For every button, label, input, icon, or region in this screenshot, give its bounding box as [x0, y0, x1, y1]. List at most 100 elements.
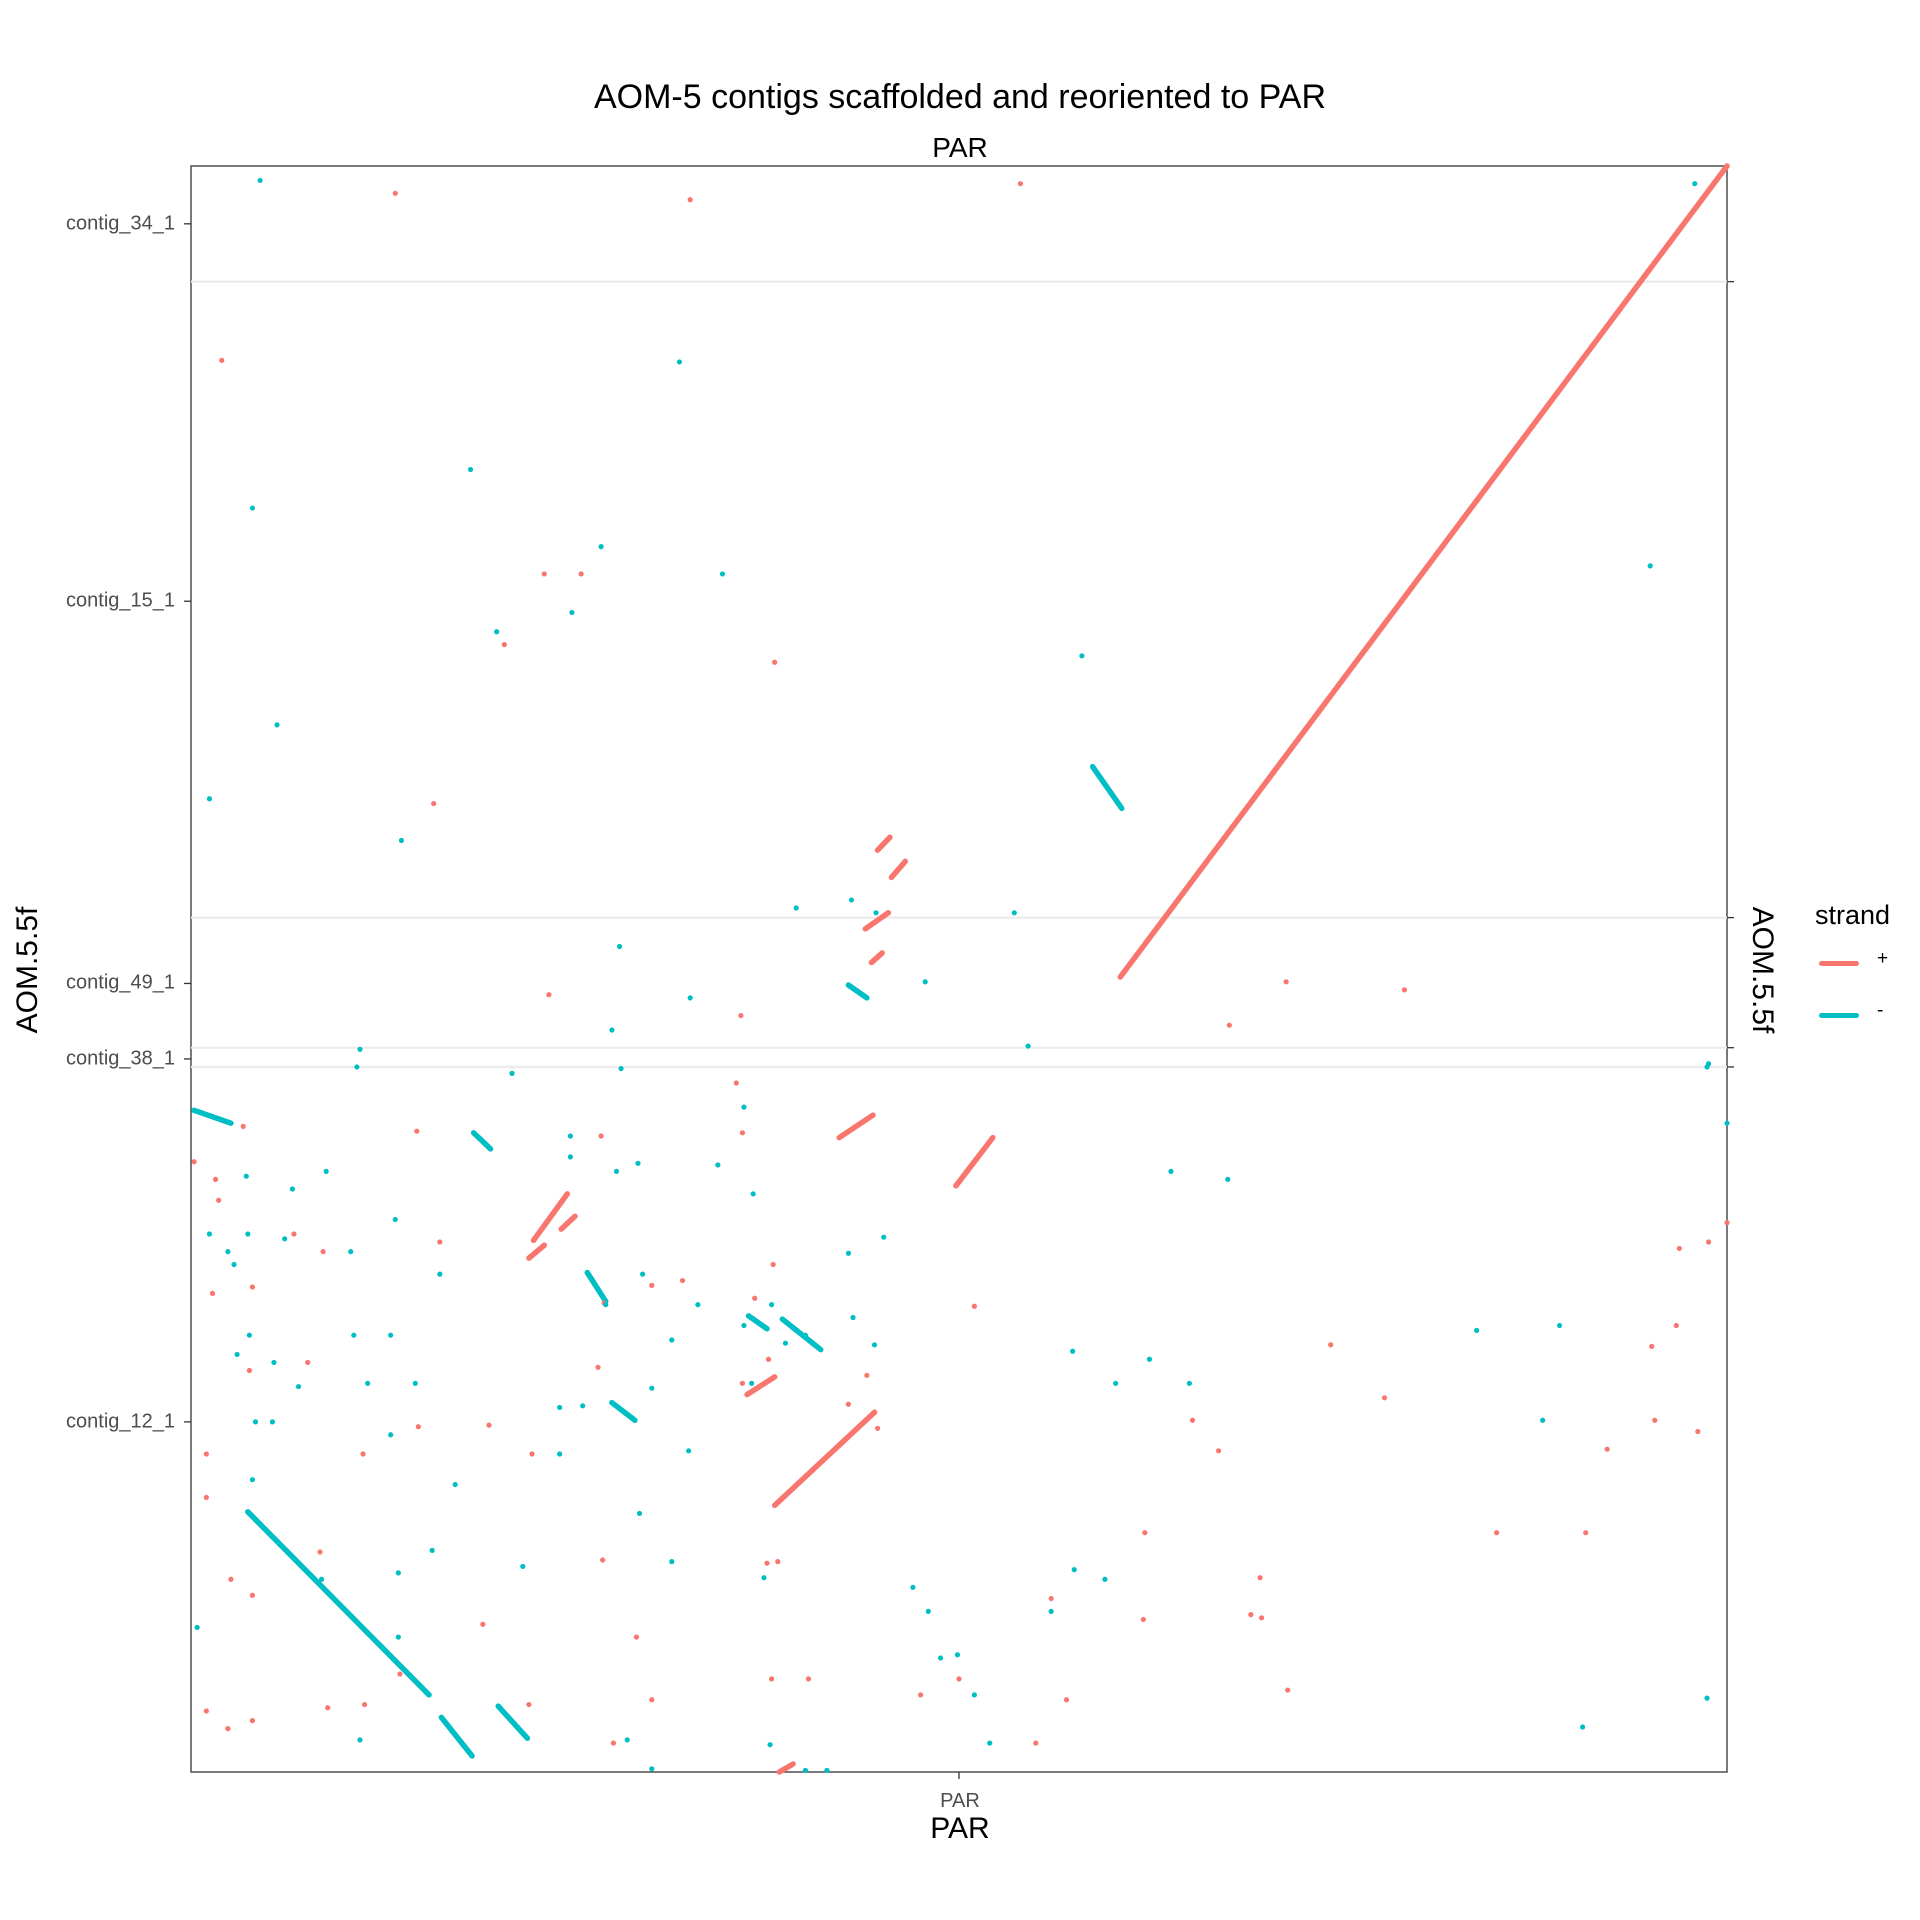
alignment-point: [360, 1451, 366, 1457]
alignment-segment: [744, 1374, 778, 1398]
alignment-point: [769, 1302, 775, 1308]
alignment-point: [289, 1186, 295, 1192]
alignment-point: [194, 1624, 200, 1631]
alignment-segment: [771, 1409, 878, 1509]
alignment-point: [881, 1234, 887, 1240]
alignment-point: [494, 629, 500, 635]
alignment-point: [1011, 910, 1017, 916]
alignment-point: [1583, 1530, 1589, 1536]
alignment-point: [687, 995, 693, 1001]
alignment-point: [274, 722, 280, 728]
alignment-point: [1226, 1022, 1232, 1028]
alignment-point: [971, 1303, 977, 1309]
y-tick-label: contig_49_1: [66, 971, 175, 994]
legend: strand + -: [1815, 900, 1915, 1035]
alignment-segment: [745, 1313, 770, 1332]
alignment-segment: [862, 910, 892, 932]
alignment-segment: [779, 1316, 824, 1353]
alignment-point: [687, 197, 693, 203]
alignment-point: [1146, 1356, 1153, 1362]
alignment-point: [922, 979, 928, 985]
alignment-point: [305, 1359, 311, 1366]
alignment-segment: [470, 1130, 494, 1152]
alignment-points: [191, 177, 1730, 1773]
alignment-point: [802, 1332, 809, 1338]
alignment-point: [1580, 1724, 1586, 1730]
alignment-point: [397, 1671, 403, 1677]
alignment-point: [873, 910, 879, 916]
alignment-point: [246, 1332, 252, 1338]
alignment-point: [429, 1547, 435, 1553]
alignment-point: [569, 609, 575, 616]
alignment-point: [739, 1380, 746, 1386]
alignment-point: [509, 1070, 515, 1076]
alignment-point: [609, 1027, 615, 1033]
y-axis-ticks: [184, 223, 191, 1423]
alignment-point: [392, 1216, 398, 1223]
legend-item-plus: +: [1815, 943, 1915, 983]
alignment-point: [249, 1477, 256, 1483]
alignment-point: [598, 544, 604, 550]
alignment-point: [1724, 1120, 1730, 1126]
alignment-point: [271, 1359, 277, 1366]
alignment-point: [1474, 1327, 1480, 1333]
alignment-point: [398, 837, 405, 844]
alignment-point: [395, 1570, 401, 1576]
alignment-point: [361, 1701, 368, 1708]
alignment-point: [395, 1634, 401, 1640]
alignment-point: [669, 1559, 675, 1565]
alignment-point: [480, 1621, 486, 1627]
alignment-point: [1186, 1380, 1192, 1386]
alignment-segment: [191, 1107, 234, 1126]
alignment-point: [234, 1351, 240, 1358]
alignment-point: [467, 466, 474, 473]
alignment-segments: [191, 163, 1730, 1775]
alignment-point: [765, 1356, 772, 1362]
alignment-point: [719, 571, 726, 577]
alignment-point: [1283, 979, 1289, 985]
alignment-segment: [245, 1509, 432, 1698]
alignment-point: [1033, 1740, 1039, 1746]
alignment-point: [412, 1380, 418, 1386]
alignment-segment: [868, 950, 885, 966]
alignment-point: [987, 1740, 993, 1746]
alignment-point: [249, 1718, 256, 1724]
alignment-point: [749, 1380, 755, 1386]
alignment-point: [752, 1295, 758, 1301]
alignment-point: [1676, 1245, 1682, 1252]
alignment-point: [676, 359, 683, 365]
alignment-point: [1401, 987, 1408, 993]
y-tick-label: contig_15_1: [66, 589, 175, 612]
alignment-point: [956, 1676, 962, 1682]
y-axis-secondary-title: AOM.5.5f: [1746, 906, 1779, 1034]
alignment-point: [925, 1608, 931, 1614]
y-tick-label: contig_12_1: [66, 1410, 175, 1433]
alignment-point: [541, 571, 547, 577]
alignment-point: [1604, 1446, 1610, 1452]
alignment-point: [437, 1239, 443, 1245]
alignment-point: [557, 1451, 563, 1457]
alignment-point: [624, 1737, 630, 1743]
alignment-point: [414, 1128, 420, 1134]
alignment-point: [1048, 1595, 1054, 1602]
alignment-point: [739, 1130, 746, 1136]
alignment-point: [770, 1261, 776, 1268]
alignment-point: [850, 1314, 856, 1321]
alignment-point: [613, 1168, 620, 1174]
alignment-point: [741, 1104, 747, 1110]
alignment-point: [871, 1342, 878, 1348]
alignment-point: [501, 641, 507, 648]
alignment-point: [649, 1697, 655, 1703]
contig-boundaries: [191, 280, 1734, 1069]
alignment-point: [203, 1708, 209, 1714]
facet-strip-label: PAR: [932, 132, 988, 163]
alignment-point: [845, 1250, 852, 1256]
alignment-point: [320, 1249, 326, 1255]
alignment-point: [325, 1705, 331, 1711]
alignment-point: [1652, 1417, 1658, 1423]
alignment-point: [212, 1176, 219, 1182]
alignment-point: [354, 1064, 360, 1070]
alignment-point: [937, 1655, 944, 1661]
alignment-point: [686, 1448, 692, 1454]
alignment-point: [567, 1154, 573, 1160]
